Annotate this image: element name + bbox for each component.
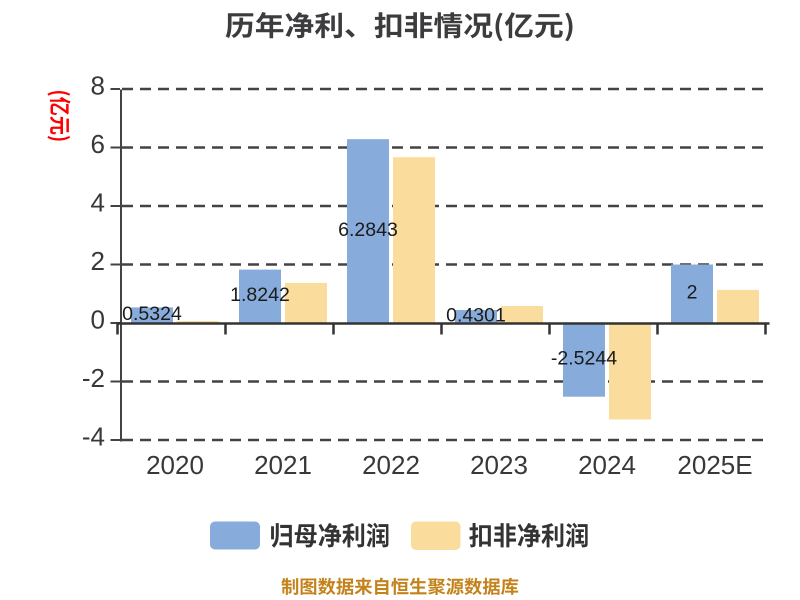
svg-text:2021: 2021 <box>254 450 312 480</box>
svg-text:-2.5244: -2.5244 <box>551 348 617 370</box>
svg-text:-4: -4 <box>82 421 105 451</box>
svg-text:2022: 2022 <box>362 450 420 480</box>
svg-text:2024: 2024 <box>578 450 636 480</box>
svg-text:8: 8 <box>91 70 105 100</box>
svg-text:0.4301: 0.4301 <box>446 304 506 326</box>
svg-text:0: 0 <box>91 304 105 334</box>
svg-text:6: 6 <box>91 129 105 159</box>
svg-text:2: 2 <box>687 282 698 304</box>
svg-text:6.2843: 6.2843 <box>338 219 398 241</box>
svg-text:2023: 2023 <box>470 450 528 480</box>
svg-text:2020: 2020 <box>146 450 204 480</box>
svg-text:1.8242: 1.8242 <box>230 284 290 306</box>
svg-text:0.5324: 0.5324 <box>122 303 182 325</box>
svg-text:2: 2 <box>91 246 105 276</box>
svg-text:-2: -2 <box>82 363 105 393</box>
svg-text:4: 4 <box>91 187 105 217</box>
svg-text:2025E: 2025E <box>677 450 752 480</box>
